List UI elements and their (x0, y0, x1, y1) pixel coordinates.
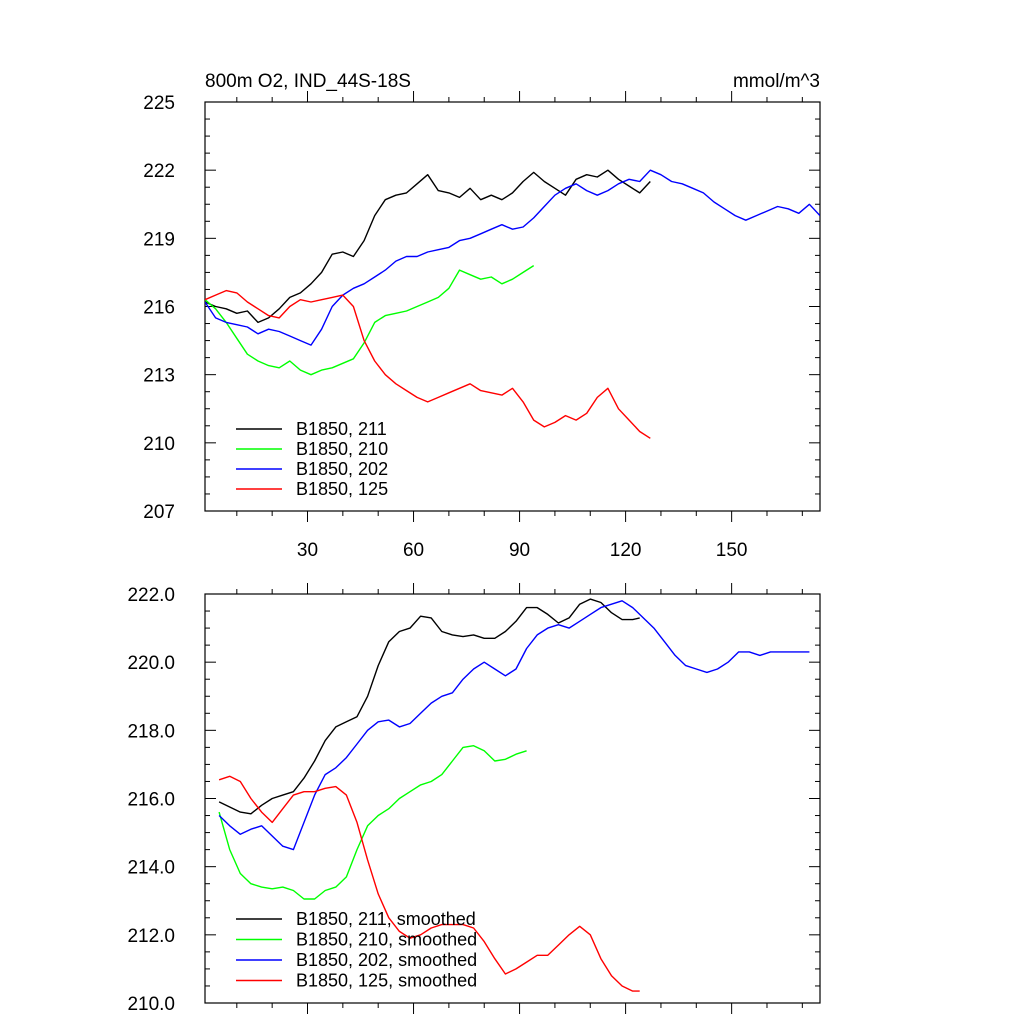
legend-label: B1850, 202 (296, 459, 388, 479)
x-tick-label: 90 (509, 540, 530, 561)
series-line-1 (218, 745, 527, 900)
legend-label: B1850, 210 (296, 439, 388, 459)
legend-label: B1850, 202, smoothed (296, 950, 477, 970)
y-tick-label: 222.0 (127, 585, 175, 606)
x-tick-label: 60 (403, 540, 424, 561)
y-tick-label: 219 (143, 229, 175, 250)
y-tick-label: 216 (143, 298, 175, 319)
x-tick-label: 120 (610, 540, 642, 561)
series-line-3 (205, 289, 651, 439)
chart-title-right: mmol/m^3 (733, 71, 820, 92)
bottom-panel: 210.0 212.0 214.0 216.0 218.0 220.0 222.0 B1850… (127, 583, 821, 1015)
legend-label: B1850, 211 (296, 419, 387, 439)
y-tick-label: 220.0 (127, 653, 175, 674)
y-tick-label: 207 (143, 502, 175, 523)
x-tick-label: 30 (297, 540, 318, 561)
y-tick-label: 225 (143, 93, 175, 114)
series-line-0 (205, 169, 651, 324)
y-tick-label: 222 (143, 161, 175, 182)
series-line-1 (205, 265, 535, 376)
y-tick-label: 214.0 (127, 858, 175, 879)
legend-label: B1850, 125, smoothed (296, 971, 477, 991)
y-tick-label: 212.0 (127, 926, 175, 947)
series-group (218, 598, 810, 992)
top-panel: 800m O2, IND_44S-18S mmol/m^3 207 210 213 2… (143, 71, 821, 561)
series-line-0 (218, 598, 640, 815)
y-tick-label: 213 (143, 366, 175, 387)
chart-title-left: 800m O2, IND_44S-18S (205, 71, 411, 92)
y-tick-label: 210.0 (127, 994, 175, 1015)
y-tick-label: 218.0 (127, 721, 175, 742)
series-line-3 (218, 775, 640, 992)
legend-label: B1850, 125 (296, 479, 388, 499)
series-line-2 (205, 169, 820, 346)
y-tick-label: 210 (143, 434, 175, 455)
y-tick-label: 216.0 (127, 790, 175, 811)
series-group (205, 169, 820, 439)
legend-label: B1850, 211, smoothed (296, 909, 476, 929)
legend-label: B1850, 210, smoothed (296, 930, 477, 950)
x-tick-label: 150 (716, 540, 748, 561)
series-line-2 (218, 600, 810, 851)
